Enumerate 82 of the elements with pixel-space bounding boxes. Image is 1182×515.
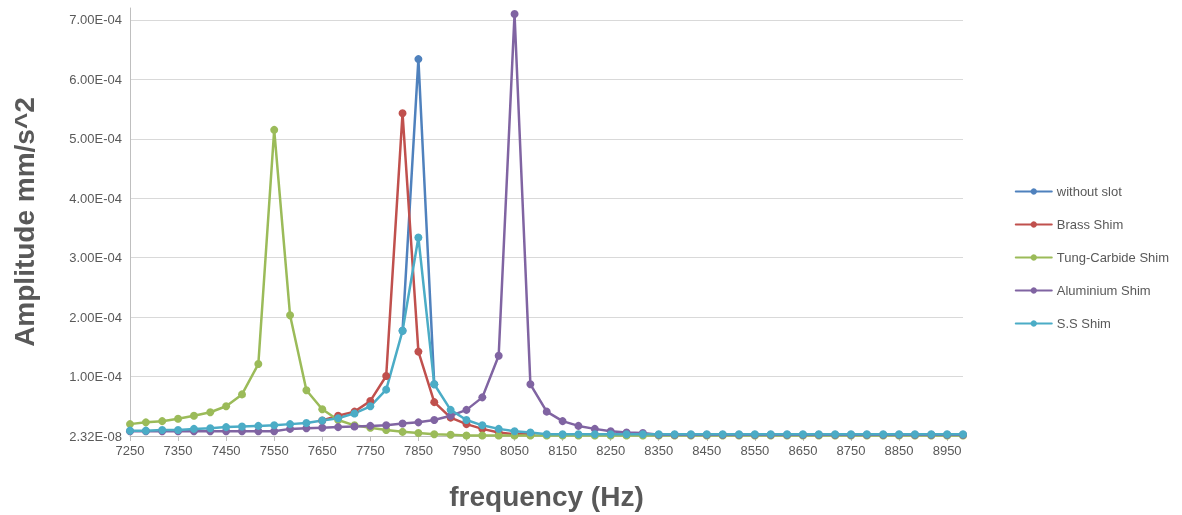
point [414,429,423,438]
legend-label: Brass Shim [1056,217,1124,232]
point [222,423,231,432]
point [398,109,407,118]
x-tick-label: 8550 [740,443,770,458]
point [222,402,231,411]
point [446,405,455,414]
point [318,405,327,414]
point [158,417,167,426]
point [174,414,183,423]
point [478,431,487,440]
x-axis-title: frequency (Hz) [449,480,644,512]
point [318,423,327,432]
point [382,371,391,380]
point [558,417,567,426]
x-tick-label: 7950 [452,443,481,458]
x-tick-label: 8650 [788,443,818,458]
point [382,385,391,394]
y-tick-label: 7.00E-04 [69,12,122,28]
point [414,418,423,427]
x-tick-label: 8850 [884,443,914,458]
point [510,9,519,18]
x-tick-label: 8150 [548,443,578,458]
x-tick-label: 7450 [211,443,241,458]
x-tick-label: 7750 [355,443,385,458]
y-tick-label: 1.00E-04 [69,369,122,385]
point [414,55,423,64]
point [462,431,471,440]
y-tick-label: 2.00E-04 [69,309,122,325]
point [254,360,263,369]
point [462,415,471,424]
x-tick-label: 8250 [596,443,626,458]
x-tick-label: 8950 [932,443,962,458]
point [430,430,439,439]
x-tick-label: 7550 [259,443,289,458]
point [286,420,295,429]
y-tick-label: 3.00E-04 [69,250,122,266]
legend-label: Aluminium Shim [1056,283,1151,298]
point [526,380,535,389]
point [446,430,455,439]
point [542,407,551,416]
point [382,421,391,430]
point [366,402,375,411]
point [286,311,295,320]
point [414,347,423,356]
point [254,421,263,430]
x-tick-label: 8450 [692,443,722,458]
point [462,405,471,414]
point [270,125,279,134]
point [574,421,583,430]
point [302,386,311,395]
point [206,408,215,417]
point [189,411,198,420]
y-tick-label: 2.32E-08 [69,428,122,444]
point [270,421,279,430]
y-axis-title: Amplitude mm/s^2 [8,97,40,347]
x-tick-label: 8350 [644,443,674,458]
point [398,427,407,436]
point [141,418,150,427]
y-tick-label: 5.00E-04 [69,131,122,147]
point [494,351,503,360]
point [334,423,343,432]
x-tick-label: 7850 [403,443,433,458]
point [478,393,487,402]
y-tick-label: 4.00E-04 [69,190,122,206]
x-tick-label: 7250 [115,443,145,458]
x-tick-label: 7350 [163,443,193,458]
y-tick-label: 6.00E-04 [69,71,122,87]
legend-label: without slot [1055,184,1123,199]
point [126,420,134,429]
point [238,390,246,399]
x-tick-label: 7650 [307,443,337,458]
legend-label: Tung-Carbide Shim [1056,250,1169,265]
point [238,422,246,431]
legend-label: S.S Shim [1056,316,1111,331]
point [430,415,439,424]
point [414,233,423,242]
point [398,419,407,428]
x-tick-label: 8050 [500,443,529,458]
point [302,418,311,427]
point [430,398,439,407]
x-tick-label: 8750 [836,443,866,458]
